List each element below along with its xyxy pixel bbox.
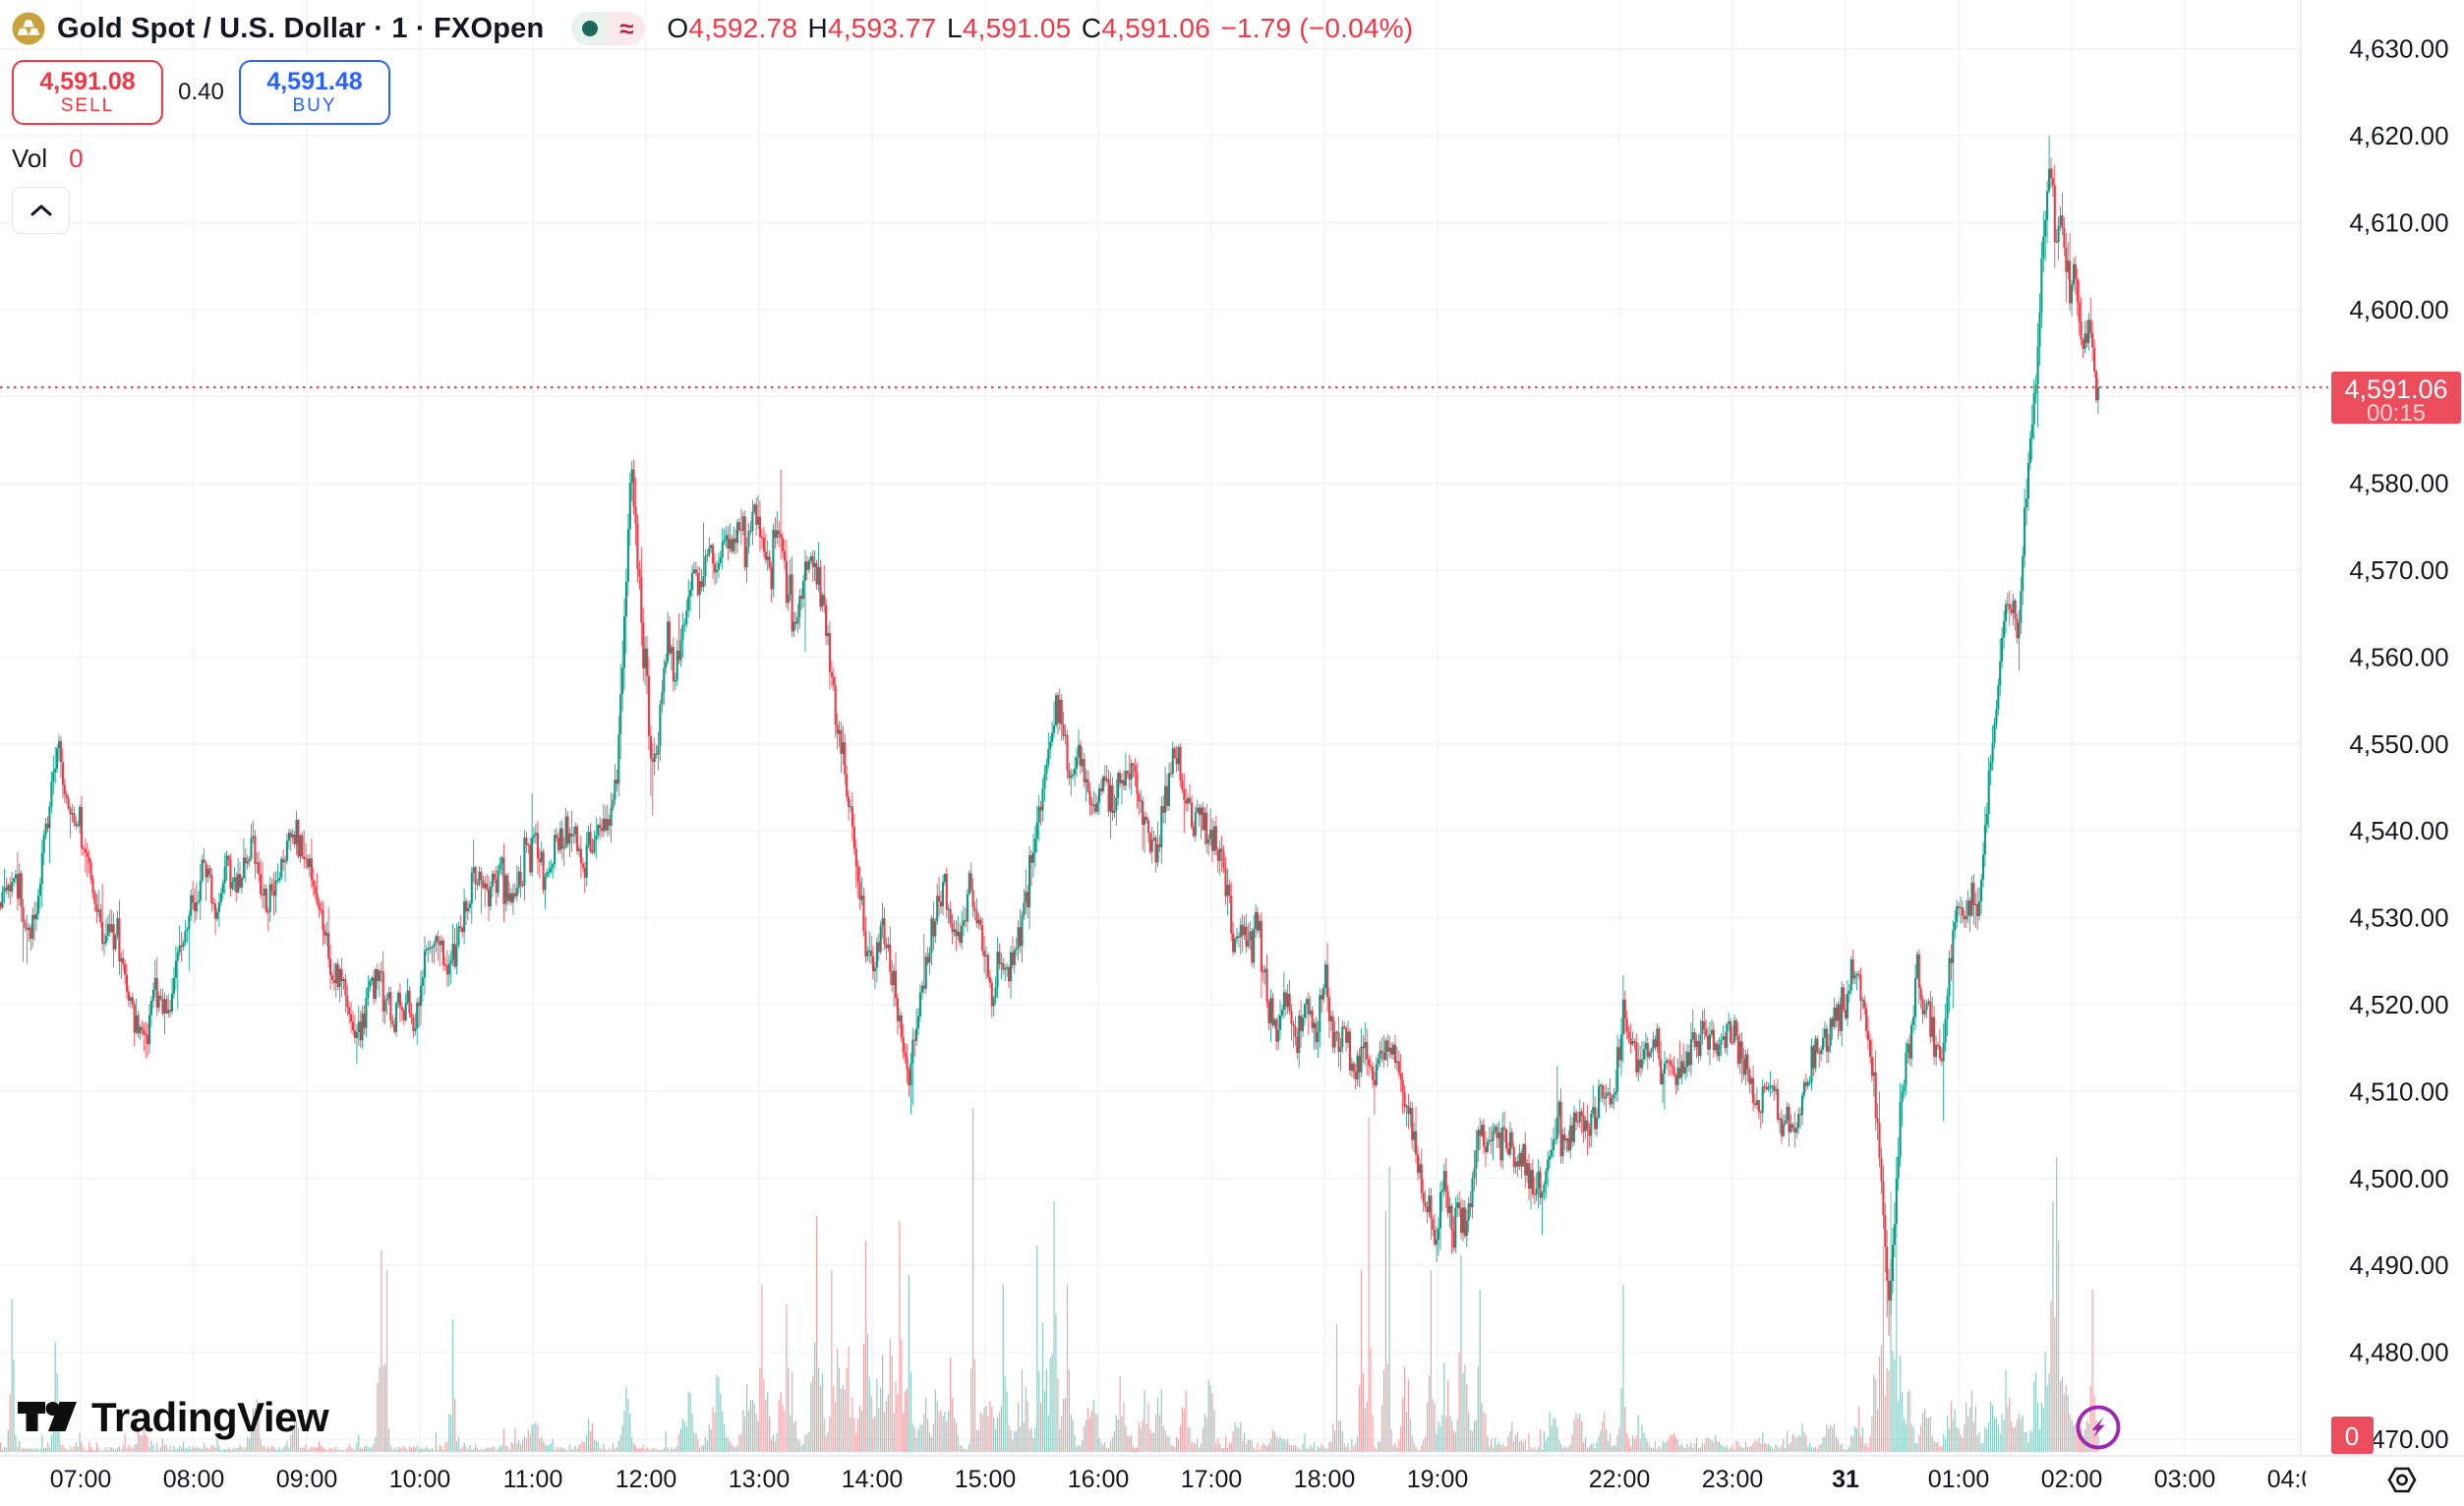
svg-text:10:00: 10:00	[389, 1466, 451, 1493]
svg-text:4,550.00: 4,550.00	[2349, 729, 2448, 759]
svg-text:00:15: 00:15	[2367, 400, 2426, 427]
svg-text:11:00: 11:00	[503, 1466, 563, 1493]
svg-text:4,510.00: 4,510.00	[2349, 1076, 2448, 1106]
svg-text:18:00: 18:00	[1294, 1466, 1356, 1493]
svg-text:4,600.00: 4,600.00	[2349, 295, 2448, 324]
svg-text:0: 0	[2345, 1421, 2359, 1451]
svg-text:22:00: 22:00	[1589, 1466, 1651, 1493]
svg-text:17:00: 17:00	[1181, 1466, 1243, 1493]
svg-text:4,530.00: 4,530.00	[2349, 903, 2448, 933]
svg-text:4,630.00: 4,630.00	[2349, 34, 2448, 64]
svg-text:02:00: 02:00	[2041, 1466, 2103, 1493]
svg-text:4,620.00: 4,620.00	[2349, 121, 2448, 150]
svg-text:4,500.00: 4,500.00	[2349, 1164, 2448, 1193]
svg-text:12:00: 12:00	[616, 1466, 677, 1493]
svg-text:4,580.00: 4,580.00	[2349, 469, 2448, 498]
svg-text:4,570.00: 4,570.00	[2349, 555, 2448, 585]
svg-text:08:00: 08:00	[163, 1466, 225, 1493]
svg-text:16:00: 16:00	[1068, 1466, 1130, 1493]
svg-text:31: 31	[1832, 1466, 1859, 1493]
svg-text:01:00: 01:00	[1928, 1466, 1990, 1493]
svg-text:4,480.00: 4,480.00	[2349, 1338, 2448, 1367]
svg-text:09:00: 09:00	[276, 1466, 338, 1493]
svg-text:03:00: 03:00	[2154, 1466, 2216, 1493]
svg-text:4,520.00: 4,520.00	[2349, 990, 2448, 1019]
svg-text:4,490.00: 4,490.00	[2349, 1250, 2448, 1280]
svg-text:23:00: 23:00	[1702, 1466, 1764, 1493]
svg-text:19:00: 19:00	[1407, 1466, 1469, 1493]
svg-text:4,591.06: 4,591.06	[2344, 375, 2447, 404]
svg-text:4,540.00: 4,540.00	[2349, 816, 2448, 845]
svg-text:04:00: 04:00	[2267, 1466, 2329, 1493]
svg-text:4,560.00: 4,560.00	[2349, 643, 2448, 672]
svg-text:14:00: 14:00	[842, 1466, 904, 1493]
svg-text:07:00: 07:00	[50, 1466, 112, 1493]
svg-text:13:00: 13:00	[729, 1466, 791, 1493]
svg-text:15:00: 15:00	[955, 1466, 1017, 1493]
svg-text:4,610.00: 4,610.00	[2349, 208, 2448, 238]
